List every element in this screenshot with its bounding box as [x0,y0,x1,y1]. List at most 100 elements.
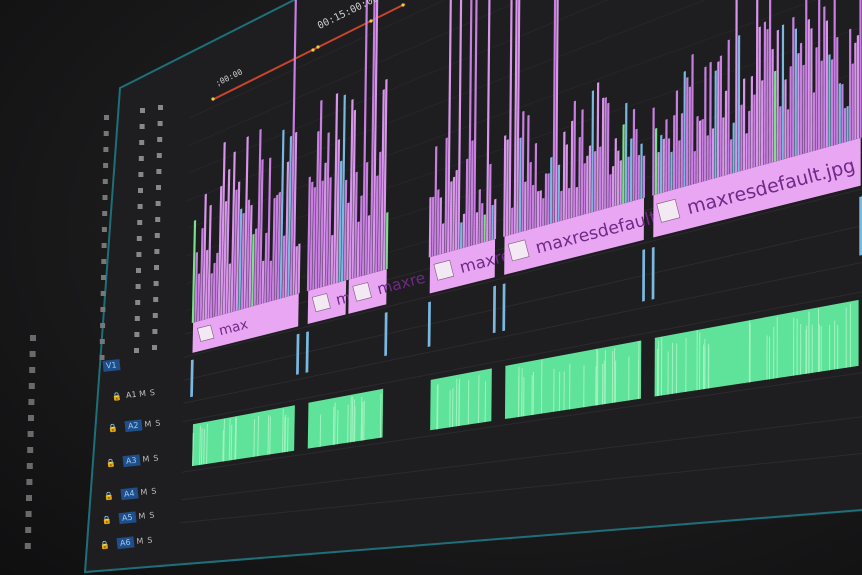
video-clip-segment[interactable] [513,0,520,235]
video-clip-segment[interactable] [833,0,836,146]
video-clip-segment[interactable] [786,108,790,159]
video-clip-segment[interactable] [536,190,540,228]
video-clip-segment[interactable] [773,70,777,162]
video-clip-segment[interactable] [578,136,581,217]
video-clip-segment[interactable] [446,0,453,253]
video-clip-segment[interactable] [747,110,751,170]
solo-button[interactable]: S [148,510,159,520]
video-clip-segment[interactable] [436,189,440,256]
video-clip-segment[interactable] [367,214,371,275]
video-clip-segment[interactable] [204,249,209,320]
audio-clip[interactable] [504,340,642,420]
video-clip-segment[interactable] [459,222,463,249]
video-clip-segment[interactable] [601,97,605,210]
lock-icon[interactable]: 🔒 [99,539,111,550]
video-clip-segment[interactable] [361,0,368,277]
video-clip-segment[interactable] [604,97,607,209]
video-clip-segment[interactable] [433,145,438,257]
video-clip-segment[interactable] [763,21,767,165]
video-clip-segment[interactable] [701,118,704,182]
track-label[interactable]: A6 [116,536,135,550]
video-clip-segment[interactable] [804,0,808,154]
video-clip-segment[interactable] [771,48,774,163]
video-clip-segment[interactable] [212,262,216,318]
video-clip-segment[interactable] [823,6,826,149]
lock-icon[interactable]: 🔒 [101,514,113,525]
video-clip-segment[interactable] [565,144,568,220]
video-clip-segment[interactable] [849,28,852,142]
video-clip-segment[interactable] [856,34,860,139]
video-clip-segment[interactable] [287,135,293,297]
video-clip-segment[interactable] [217,185,223,316]
video-clip-segment[interactable] [472,0,479,246]
video-clip-segment[interactable] [235,181,241,311]
video-clip[interactable] [504,197,645,275]
video-clip-segment[interactable] [322,162,327,287]
video-clip-segment[interactable] [196,273,201,322]
video-clip-segment[interactable] [441,223,445,254]
video-clip-segment[interactable] [503,135,507,237]
transition-clip[interactable] [651,246,655,300]
video-clip-segment[interactable] [557,164,561,222]
video-clip-segment[interactable] [279,129,285,299]
video-clip-segment[interactable] [836,36,839,145]
video-clip-segment[interactable] [667,138,671,192]
video-clip[interactable] [429,239,496,294]
video-clip-segment[interactable] [740,104,743,172]
video-clip-segment[interactable] [238,208,243,311]
video-clip-segment[interactable] [243,136,249,309]
video-clip-segment[interactable] [297,243,301,294]
solo-button[interactable]: S [154,418,165,428]
video-clip-segment[interactable] [508,0,514,236]
video-clip-segment[interactable] [719,55,723,177]
video-clip-segment[interactable] [491,204,494,241]
video-clip-segment[interactable] [199,227,204,321]
video-clip-segment[interactable] [269,260,273,302]
video-clip-segment[interactable] [841,83,844,144]
video-clip-segment[interactable] [222,200,228,315]
video-clip-segment[interactable] [766,28,769,165]
video-clip-segment[interactable] [735,0,738,173]
video-clip-segment[interactable] [685,77,689,187]
video-clip-segment[interactable] [214,252,219,317]
solo-button[interactable]: S [150,486,161,496]
video-clip-segment[interactable] [637,154,641,200]
video-clip-segment[interactable] [354,171,358,279]
video-clip-segment[interactable] [632,108,636,202]
video-clip-segment[interactable] [547,173,550,225]
video-clip-segment[interactable] [678,140,681,189]
video-clip-segment[interactable] [792,16,795,157]
video-clip-segment[interactable] [838,82,841,144]
video-clip-segment[interactable] [372,0,379,274]
video-clip-segment[interactable] [706,135,709,181]
video-clip-segment[interactable] [428,196,432,258]
video-clip-segment[interactable] [784,79,787,160]
video-clip-segment[interactable] [760,80,764,166]
video-clip-segment[interactable] [820,60,823,149]
transition-clip[interactable] [427,301,431,347]
video-clip-segment[interactable] [340,94,346,282]
video-clip-segment[interactable] [359,195,363,277]
video-clip-segment[interactable] [583,162,586,215]
video-clip-segment[interactable] [380,89,385,271]
video-clip-segment[interactable] [467,0,475,247]
video-clip-segment[interactable] [696,115,699,184]
video-clip-segment[interactable] [534,142,538,229]
video-clip-segment[interactable] [745,133,748,170]
video-clip-segment[interactable] [688,86,691,186]
transition-clip[interactable] [296,333,300,375]
track-label[interactable]: A3 [122,454,141,468]
video-clip-segment[interactable] [374,175,379,273]
video-clip-segment[interactable] [351,109,357,279]
video-clip-segment[interactable] [670,151,673,191]
video-clip-segment[interactable] [274,194,279,301]
video-clip-segment[interactable] [585,155,589,214]
audio-clip[interactable] [430,368,492,431]
video-clip-segment[interactable] [230,151,236,313]
video-clip-segment[interactable] [591,90,595,213]
lock-icon[interactable]: 🔒 [111,391,123,402]
video-clip-segment[interactable] [781,24,785,160]
video-clip-segment[interactable] [624,102,628,204]
solo-button[interactable]: S [146,535,157,545]
video-clip-segment[interactable] [737,34,741,172]
